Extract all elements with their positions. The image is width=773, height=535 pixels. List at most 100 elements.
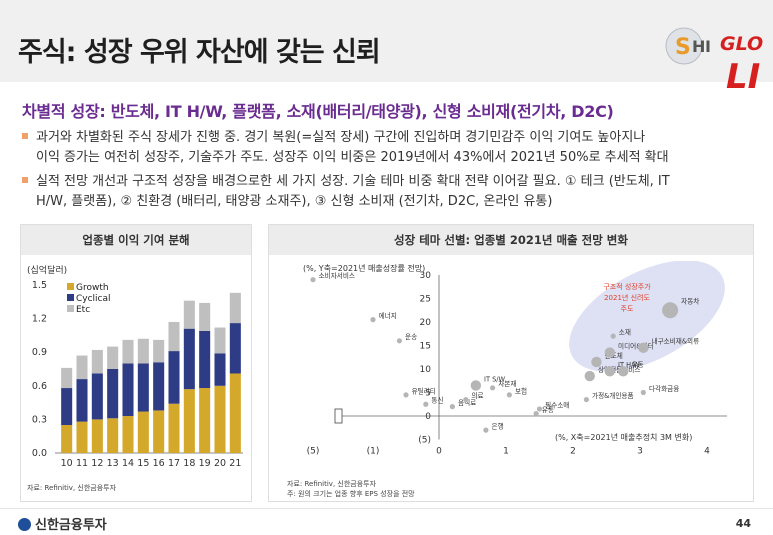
bar-segment-etc [168, 321, 180, 352]
right-panel-title: 성장 테마 선별: 업종별 2021년 매출 전망 변화 [269, 225, 753, 255]
bar-xtick-label: 12 [91, 458, 103, 469]
highlight-label: 구조적 성장주가 [603, 282, 651, 291]
scatter-ytick-label: 20 [420, 318, 432, 328]
bar-segment-etc [91, 349, 103, 374]
scatter-bubble [463, 396, 469, 403]
scatter-xtick-label: 4 [704, 447, 710, 457]
highlight-label: 주도 [621, 305, 634, 313]
scatter-bubble [533, 411, 539, 417]
bar-segment-etc [76, 355, 88, 380]
bar-segment-cyclical [214, 353, 226, 386]
scatter-x-label: (%, X축=2021년 매출추정치 3M 변화) [555, 432, 692, 442]
scatter-bubble [490, 385, 496, 391]
bar-xtick-label: 13 [107, 458, 119, 469]
bar-segment-etc [229, 292, 241, 324]
scatter-xtick-label: 0 [436, 447, 442, 457]
scatter-bubble [610, 333, 616, 339]
left-panel-title: 업종별 이익 기여 분해 [21, 225, 251, 255]
scatter-point-label: 은행 [492, 422, 504, 431]
scatter-bubble [449, 404, 455, 410]
section-subtitle: 차별적 성장: 반도체, IT H/W, 플랫폼, 소재(배터리/태양광), 신… [22, 102, 614, 121]
bar-xtick-label: 19 [199, 458, 211, 469]
bar-segment-etc [61, 367, 73, 389]
bar-segment-growth [229, 373, 241, 453]
scatter-bubble [423, 401, 429, 407]
axis-break-mark [334, 408, 343, 424]
right-source: 자료: Refinitiv, 신한금융투자 [287, 480, 377, 488]
bar-ytick-label: 0.6 [32, 381, 47, 392]
scatter-xtick-label: 2 [570, 447, 576, 457]
bar-segment-cyclical [137, 363, 149, 412]
scatter-point-label: 음식료 [458, 398, 476, 407]
scatter-bubble [591, 356, 602, 368]
scatter-bubble [618, 366, 629, 377]
scatter-point-label: 소비자서비스 [319, 271, 355, 280]
scatter-point-label: 운송 [405, 333, 417, 341]
bar-segment-growth [76, 421, 88, 453]
scatter-ytick-label: 10 [420, 365, 432, 375]
scatter-bubble [310, 277, 316, 283]
bar-segment-growth [61, 425, 73, 453]
scatter-point-label: IT S/W [484, 375, 505, 383]
shinhan-logo-icon [18, 518, 31, 531]
scatter-bubble [583, 396, 589, 403]
bar-segment-growth [168, 403, 180, 453]
scatter-ytick-label: 30 [420, 271, 432, 281]
bar-segment-cyclical [91, 373, 103, 420]
footer-divider [0, 508, 773, 509]
bar-ytick-label: 0.3 [32, 414, 47, 425]
bar-segment-cyclical [153, 362, 165, 411]
scatter-bubble [483, 427, 489, 433]
bar-segment-cyclical [107, 369, 119, 419]
scatter-bubble [662, 302, 679, 319]
bullet-1-line1: 과거와 차별화된 주식 장세가 진행 중. 경기 복원(=실적 장세) 구간에 … [36, 130, 646, 145]
bar-segment-cyclical [199, 330, 211, 389]
bar-ytick-label: 0.0 [32, 448, 47, 459]
bar-ytick-label: 1.2 [32, 314, 47, 325]
bar-segment-growth [137, 411, 149, 453]
scatter-bubble [640, 389, 646, 396]
scatter-ytick-label: 5 [425, 389, 431, 399]
bar-segment-growth [153, 410, 165, 453]
scatter-bubble [370, 317, 376, 323]
bar-xtick-label: 11 [76, 458, 88, 469]
scatter-point-label: 자동차 [681, 296, 699, 305]
scatter-ytick-label: (5) [418, 436, 431, 446]
legend-label-etc: Etc [76, 305, 90, 315]
scatter-bubble [403, 392, 409, 398]
scatter-point-label: 통신 [431, 396, 443, 405]
scatter-point-label: 미디어&엔터 [618, 341, 653, 350]
footer-company-name: 신한금융투자 [35, 518, 107, 533]
scatter-xtick-label: (1) [367, 447, 380, 457]
svg-text:I: I [705, 37, 711, 56]
scatter-point-label: 에너지 [379, 311, 397, 320]
bar-segment-etc [122, 339, 134, 364]
bar-segment-cyclical [168, 351, 180, 404]
bullet-marker [22, 176, 28, 183]
bar-segment-etc [199, 302, 211, 331]
svg-text:LI: LI [726, 57, 760, 97]
bar-xtick-label: 20 [214, 458, 226, 469]
scatter-bubble [396, 338, 402, 344]
bullet-1: 과거와 차별화된 주식 장세가 진행 중. 경기 복원(=실적 장세) 구간에 … [22, 128, 762, 168]
scatter-xtick-label: (5) [307, 447, 320, 457]
highlight-label: 2021년 신려도 [604, 293, 650, 302]
legend-swatch-cyclical [67, 294, 74, 301]
scatter-xtick-label: 3 [637, 447, 643, 457]
page-number: 44 [735, 517, 751, 530]
bar-xtick-label: 10 [61, 458, 73, 469]
title-bar [0, 0, 773, 82]
scatter-point-label: 유틸리티 [412, 386, 436, 395]
bar-unit-label: (십억달러) [27, 264, 67, 276]
bar-segment-growth [214, 385, 226, 453]
bar-segment-cyclical [229, 323, 241, 374]
bullet-2: 실적 전망 개선과 구조적 성장을 배경으로한 세 가지 성장. 기술 테마 비… [22, 172, 762, 212]
bar-segment-cyclical [61, 388, 73, 425]
scatter-point-label: 내구소비재&의류 [652, 337, 700, 346]
scatter-bubble [584, 370, 595, 382]
scatter-point-label: 의료 [471, 391, 483, 400]
bar-segment-growth [107, 418, 119, 453]
scatter-point-label: 보험 [515, 387, 527, 395]
scatter-point-label: 가정&개인용품 [592, 391, 634, 400]
